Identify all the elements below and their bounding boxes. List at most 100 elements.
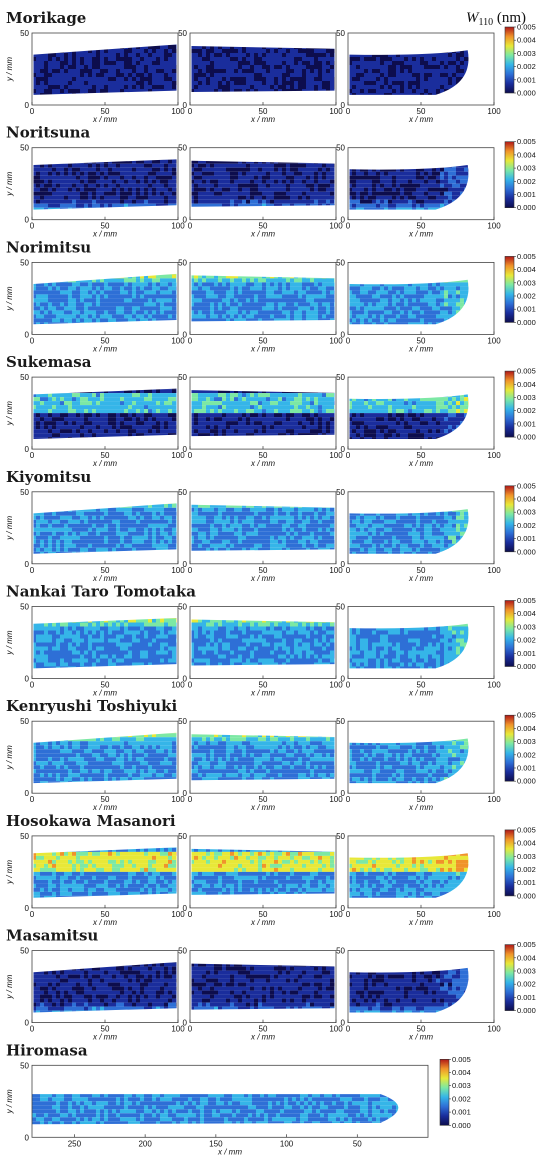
colorbar-tick-label: 0.004	[452, 1068, 471, 1077]
x-axis-label: x / mm	[250, 230, 275, 239]
blade-heatmap	[33, 962, 177, 1013]
quantity-label: W110 (nm)	[466, 10, 526, 28]
x-axis-label: x / mm	[250, 344, 275, 353]
x-tick-label: 100	[487, 451, 501, 460]
heatmap-panel: 250 200 150 100 50 x / mm 0 50 y / mm	[5, 1061, 429, 1156]
colorbar-tick-label: 0.005	[517, 711, 536, 720]
x-tick-label: 0	[188, 107, 193, 116]
y-axis-label: y / mm	[5, 286, 14, 311]
colorbar: 0.000 0.001 0.002 0.003 0.004 0.005	[504, 137, 536, 212]
x-axis-label: x / mm	[92, 1033, 117, 1042]
colorbar-tick-label: 0.000	[452, 1121, 471, 1130]
colorbar-tick-label: 0.000	[517, 547, 536, 556]
y-tick-label: 0	[25, 675, 30, 684]
y-tick-label: 50	[336, 832, 345, 841]
x-tick-label: 0	[188, 451, 193, 460]
x-axis-label: x / mm	[92, 689, 117, 698]
colorbar-tick-label: 0.005	[517, 825, 536, 834]
x-axis-label: x / mm	[408, 344, 433, 353]
colorbar-tick-label: 0.004	[517, 495, 536, 504]
x-tick-label: 0	[188, 681, 193, 690]
blade-heatmap	[33, 273, 177, 325]
colorbar-tick-label: 0.003	[517, 737, 536, 746]
x-tick-label: 0	[346, 1025, 351, 1034]
sword-name: Noritsuna	[6, 124, 91, 142]
colorbar-tick-label: 0.001	[517, 993, 536, 1002]
y-tick-label: 50	[20, 947, 29, 956]
sword-name: Nankai Taro Tomotaka	[6, 583, 196, 601]
y-tick-label: 0	[341, 101, 346, 110]
x-tick-label: 50	[259, 107, 268, 116]
colorbar-gradient	[504, 370, 515, 438]
x-tick-label: 100	[329, 910, 343, 919]
x-tick-label: 100	[329, 566, 343, 575]
x-tick-label: 100	[171, 566, 185, 575]
colorbar-tick-label: 0.003	[517, 622, 536, 631]
y-tick-label: 0	[183, 560, 188, 569]
y-tick-label: 50	[178, 717, 187, 726]
colorbar-tick-label: 0.002	[517, 636, 536, 645]
blade-heatmap	[32, 1094, 399, 1125]
y-tick-label: 50	[20, 1061, 29, 1070]
x-axis-label: x / mm	[250, 918, 275, 927]
colorbar-tick-label: 0.005	[517, 481, 536, 490]
y-tick-label: 50	[20, 717, 29, 726]
colorbar-tick-label: 0.005	[517, 252, 536, 261]
x-tick-label: 50	[101, 336, 110, 345]
sword-name: Norimitsu	[6, 238, 91, 256]
blade-heatmap	[33, 732, 177, 784]
heatmap-panel: 0 50 100 x / mm 0 50	[336, 717, 501, 812]
colorbar-gradient	[504, 141, 515, 208]
x-tick-label: 50	[417, 910, 426, 919]
x-axis-label: x / mm	[250, 1033, 275, 1042]
y-tick-label: 0	[25, 1019, 30, 1028]
y-tick-label: 0	[183, 1019, 188, 1028]
x-tick-label: 50	[417, 107, 426, 116]
colorbar-tick-label: 0.003	[517, 49, 536, 58]
x-tick-label: 50	[353, 1139, 362, 1148]
y-axis-label: y / mm	[5, 1089, 14, 1114]
x-tick-label: 50	[417, 336, 426, 345]
heatmap-panel: 0 50 100 x / mm 0 50 y / mm	[5, 832, 185, 927]
heatmap-panel: 0 50 100 x / mm 0 50	[178, 144, 343, 239]
heatmap-panel: 0 50 100 x / mm 0 50	[178, 488, 343, 583]
x-tick-label: 100	[280, 1139, 294, 1148]
y-tick-label: 0	[183, 904, 188, 913]
colorbar: 0.000 0.001 0.002 0.003 0.004 0.005	[504, 23, 536, 98]
heatmap-panel: 0 50 100 x / mm 0 50	[336, 947, 501, 1042]
colorbar-gradient	[504, 256, 515, 323]
colorbar-tick-label: 0.000	[517, 433, 536, 442]
x-tick-label: 100	[171, 910, 185, 919]
x-tick-label: 0	[188, 566, 193, 575]
colorbar-tick-label: 0.000	[517, 662, 536, 671]
x-axis-label: x / mm	[250, 803, 275, 812]
blade-heatmap	[349, 967, 469, 1013]
x-axis-label: x / mm	[250, 689, 275, 698]
y-tick-label: 0	[341, 904, 346, 913]
x-tick-label: 100	[171, 681, 185, 690]
colorbar-tick-label: 0.002	[517, 865, 536, 874]
x-tick-label: 0	[188, 336, 193, 345]
x-tick-label: 50	[101, 222, 110, 231]
blade-heatmap	[33, 847, 177, 898]
x-axis-label: x / mm	[408, 689, 433, 698]
x-tick-label: 100	[329, 222, 343, 231]
x-axis-label: x / mm	[92, 574, 117, 583]
x-tick-label: 50	[259, 1025, 268, 1034]
colorbar-gradient	[439, 1059, 450, 1126]
colorbar-tick-label: 0.003	[517, 508, 536, 517]
y-tick-label: 0	[183, 789, 188, 798]
sword-name: Morikage	[6, 9, 86, 27]
y-tick-label: 0	[25, 789, 30, 798]
sword-row-7: Kenryushi Toshiyuki 0 50 100 x / mm 0 50 y / mm…	[5, 697, 536, 812]
x-tick-label: 100	[487, 910, 501, 919]
colorbar: 0.000 0.001 0.002 0.003 0.004 0.005	[504, 825, 536, 900]
sword-row-6: Nankai Taro Tomotaka 0 50 100 x / mm 0 50 y / m…	[5, 583, 536, 698]
x-tick-label: 100	[329, 681, 343, 690]
y-axis-label: y / mm	[5, 630, 14, 655]
blade-heatmap	[33, 503, 177, 554]
colorbar-tick-label: 0.000	[517, 89, 536, 98]
colorbar-tick-label: 0.003	[517, 164, 536, 173]
y-tick-label: 0	[183, 445, 188, 454]
y-tick-label: 0	[25, 1133, 30, 1142]
